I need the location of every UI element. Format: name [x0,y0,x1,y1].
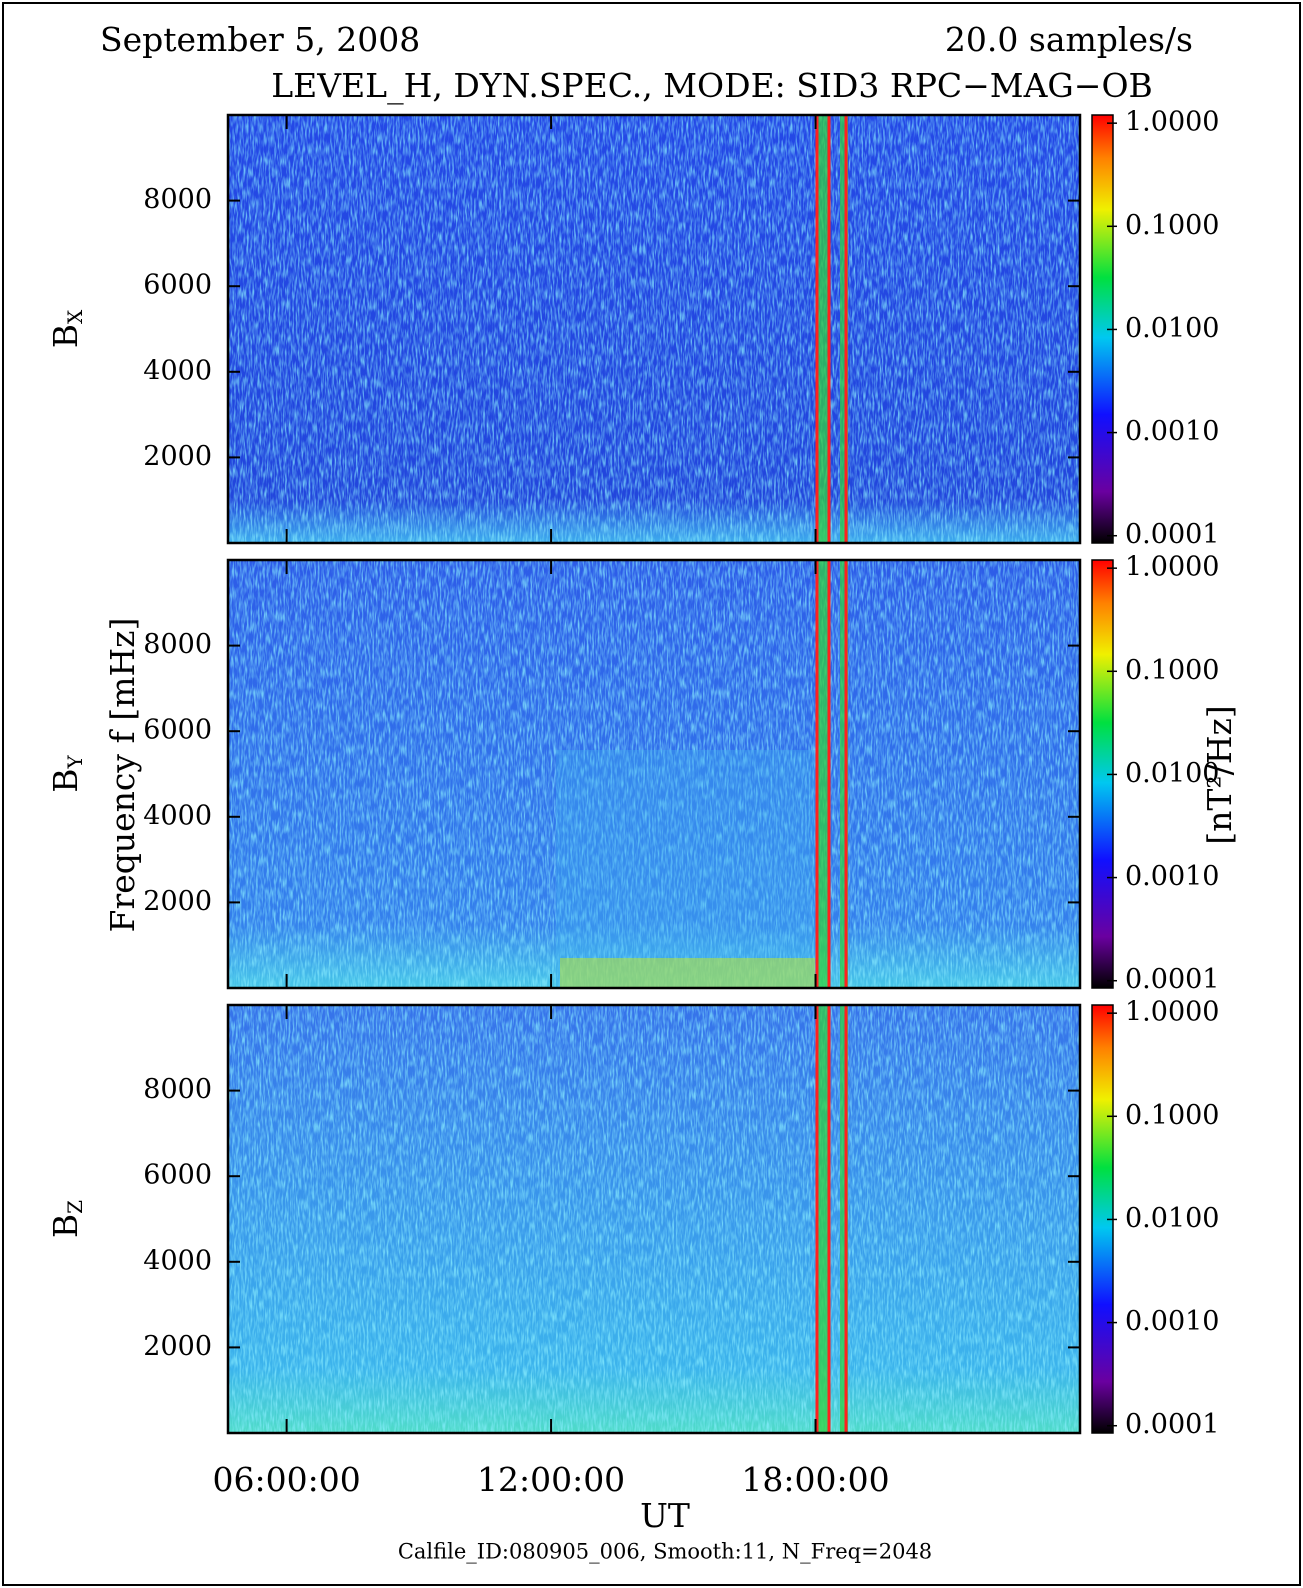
x-tick-label: 18:00:00 [741,1460,889,1499]
y-tick-label: 2000 [143,886,212,917]
event-line [827,1005,831,1433]
y-tick-label: 8000 [143,629,212,660]
event-band [840,115,848,543]
event-band [840,1005,848,1433]
y-tick-label: 6000 [143,270,212,301]
event-band [818,560,828,988]
x-tick-label: 06:00:00 [213,1460,361,1499]
colorbar-tick-label: 0.1000 [1125,210,1219,241]
colorbar-tick-label: 1.0000 [1125,552,1219,583]
spectrogram-noise [228,1005,1080,1433]
colorbar-tick-label: 0.0010 [1125,416,1219,447]
colorbar-tick-label: 1.0000 [1125,107,1219,138]
y-tick-label: 6000 [143,1160,212,1191]
panel-label-main: B [46,324,85,348]
panel-label-main: B [46,1214,85,1238]
y-tick-label: 4000 [143,1245,212,1276]
event-line [844,560,848,988]
colorbar-tick-label: 0.0010 [1125,1306,1219,1337]
panel-label-sub: Y [63,754,87,769]
date: September 5, 2008 [100,20,420,59]
spectrogram-band [556,750,818,988]
colorbar-tick-label: 0.0001 [1125,964,1219,995]
event-line [827,115,831,543]
plot-frame [226,113,1082,545]
panel-label: BY [46,754,87,792]
colorbar-tick-label: 0.0100 [1125,758,1219,789]
y-axis-label: Frequency f [mHz] [103,618,142,933]
colorbar-tick-label: 0.0010 [1125,861,1219,892]
event-line [815,1005,819,1433]
panel-label: BZ [46,1200,87,1238]
plot-frame [226,1003,1082,1435]
y-tick-label: 4000 [143,355,212,386]
y-tick-label: 8000 [143,1074,212,1105]
event-band [818,1005,828,1433]
event-line [844,1005,848,1433]
event-line [844,115,848,543]
y-tick-label: 2000 [143,1331,212,1362]
sample-rate: 20.0 samples/s [945,20,1193,59]
spectrogram-noise [228,115,1080,543]
colorbar-tick-label: 0.0100 [1125,313,1219,344]
panel-label-sub: Z [63,1200,87,1214]
colorbar-label: [nT²/Hz] [1200,705,1239,845]
panel-label-main: B [46,768,85,792]
event-line [827,560,831,988]
event-band [818,115,828,543]
y-tick-label: 6000 [143,715,212,746]
y-tick-label: 4000 [143,800,212,831]
spectrogram-band [560,958,815,988]
panel-label-sub: X [63,309,87,324]
event-line [815,560,819,988]
colorbar-tick-label: 0.1000 [1125,655,1219,686]
y-tick-label: 8000 [143,184,212,215]
colorbar-tick-label: 0.1000 [1125,1100,1219,1131]
chart-title: LEVEL_H, DYN.SPEC., MODE: SID3 RPC−MAG−O… [271,66,1153,106]
spectrogram-noise [228,560,1080,988]
plot-frame [226,558,1082,990]
footer: Calfile_ID:080905_006, Smooth:11, N_Freq… [398,1540,932,1564]
x-axis-label: UT [640,1496,690,1535]
event-band [840,560,848,988]
panel-label: BX [46,309,87,348]
colorbar-tick-label: 0.0001 [1125,1409,1219,1440]
x-tick-label: 12:00:00 [477,1460,625,1499]
colorbar-tick-label: 1.0000 [1125,997,1219,1028]
colorbar-tick-label: 0.0100 [1125,1203,1219,1234]
colorbar-tick-label: 0.0001 [1125,519,1219,550]
y-tick-label: 2000 [143,441,212,472]
event-line [815,115,819,543]
